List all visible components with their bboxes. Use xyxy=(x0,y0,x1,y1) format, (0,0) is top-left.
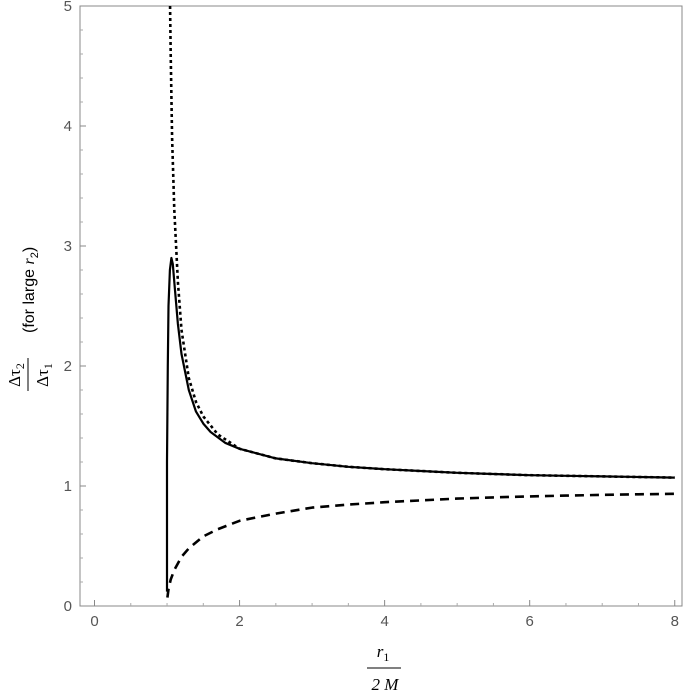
y-tick-label: 4 xyxy=(64,118,72,135)
series-line-solid xyxy=(165,256,675,592)
x-tick-label: 2 xyxy=(235,613,243,630)
y-axis-numerator-text: Δτ xyxy=(5,369,24,387)
x-tick-label: 6 xyxy=(526,613,534,630)
y-tick-label: 5 xyxy=(64,0,72,15)
ticks: 0 2 4 6 8 0 1 2 3 4 5 xyxy=(64,0,679,630)
x-axis-denominator: 2 M xyxy=(372,675,400,693)
x-axis-label: r1 2 M xyxy=(367,642,401,693)
y-axis-denominator-sub: 1 xyxy=(41,363,55,369)
plot-frame xyxy=(79,5,683,607)
y-tick-label: 3 xyxy=(64,238,72,255)
series-line-dotted xyxy=(168,6,675,479)
x-tick-label: 4 xyxy=(380,613,388,630)
x-axis-numerator-var: r xyxy=(377,642,384,661)
y-axis-denominator-text: Δτ xyxy=(33,369,52,387)
y-tick-label: 0 xyxy=(64,598,72,615)
y-axis-numerator: Δτ2 xyxy=(5,363,27,387)
y-axis-note-suffix: ) xyxy=(21,247,38,252)
series-layer xyxy=(165,6,675,598)
y-axis-denominator: Δτ1 xyxy=(33,363,55,387)
y-tick-label: 2 xyxy=(64,358,72,375)
x-axis-numerator: r1 xyxy=(377,642,390,664)
y-axis-note: (for large r2) xyxy=(21,247,41,333)
x-axis-numerator-sub: 1 xyxy=(383,650,389,664)
series-line-dashed xyxy=(166,492,675,598)
y-axis-note-sub: 2 xyxy=(29,252,41,258)
y-axis-note-var: r xyxy=(21,258,38,265)
x-tick-label: 8 xyxy=(671,613,679,630)
y-tick-label: 1 xyxy=(64,478,72,495)
y-axis-label: Δτ2 Δτ1 (for large r2) xyxy=(5,247,55,391)
y-axis-note-prefix: (for large xyxy=(21,265,38,333)
y-axis-numerator-sub: 2 xyxy=(13,363,27,369)
x-tick-label: 0 xyxy=(90,613,98,630)
